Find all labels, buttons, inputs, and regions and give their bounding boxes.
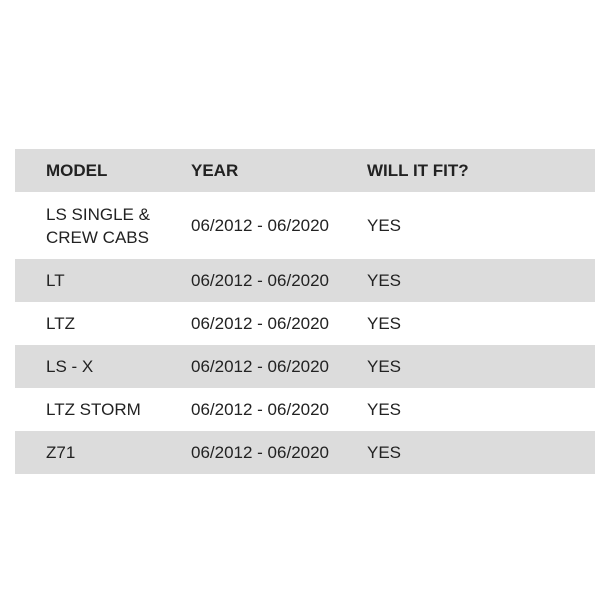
- year-cell: 06/2012 - 06/2020: [191, 356, 330, 376]
- table-header-row: MODEL YEAR WILL IT FIT?: [15, 149, 595, 192]
- model-cell: LTZ STORM: [46, 399, 141, 419]
- model-cell: Z71: [46, 442, 76, 462]
- header-fit: WILL IT FIT?: [367, 160, 469, 180]
- fit-cell: YES: [367, 442, 402, 462]
- model-text: LS SINGLE & CREW CABS: [46, 204, 150, 247]
- model-cell: LS - X: [46, 356, 94, 376]
- fit-cell: YES: [367, 399, 402, 419]
- table-row: LT 06/2012 - 06/2020 YES: [15, 259, 595, 302]
- model-cell: LTZ: [46, 313, 75, 333]
- model-cell: LS SINGLE & CREW CABS: [15, 192, 191, 259]
- fit-cell: YES: [367, 356, 402, 376]
- table-row: LTZ STORM 06/2012 - 06/2020 YES: [15, 388, 595, 431]
- table-row: LS SINGLE & CREW CABS 06/2012 - 06/2020 …: [15, 192, 595, 259]
- model-cell: LT: [46, 270, 65, 290]
- year-cell: 06/2012 - 06/2020: [191, 270, 330, 290]
- fit-cell: YES: [367, 270, 402, 290]
- table-row: LS - X 06/2012 - 06/2020 YES: [15, 345, 595, 388]
- year-cell: 06/2012 - 06/2020: [191, 399, 330, 419]
- year-cell: 06/2012 - 06/2020: [191, 313, 330, 333]
- table-row: LTZ 06/2012 - 06/2020 YES: [15, 302, 595, 345]
- fit-cell: YES: [367, 215, 402, 235]
- header-model: MODEL: [46, 160, 108, 180]
- fitment-table: MODEL YEAR WILL IT FIT? LS SINGLE & CREW…: [15, 149, 595, 474]
- header-year: YEAR: [191, 160, 239, 180]
- fit-cell: YES: [367, 313, 402, 333]
- table-row: Z71 06/2012 - 06/2020 YES: [15, 431, 595, 474]
- year-cell: 06/2012 - 06/2020: [191, 215, 330, 235]
- year-cell: 06/2012 - 06/2020: [191, 442, 330, 462]
